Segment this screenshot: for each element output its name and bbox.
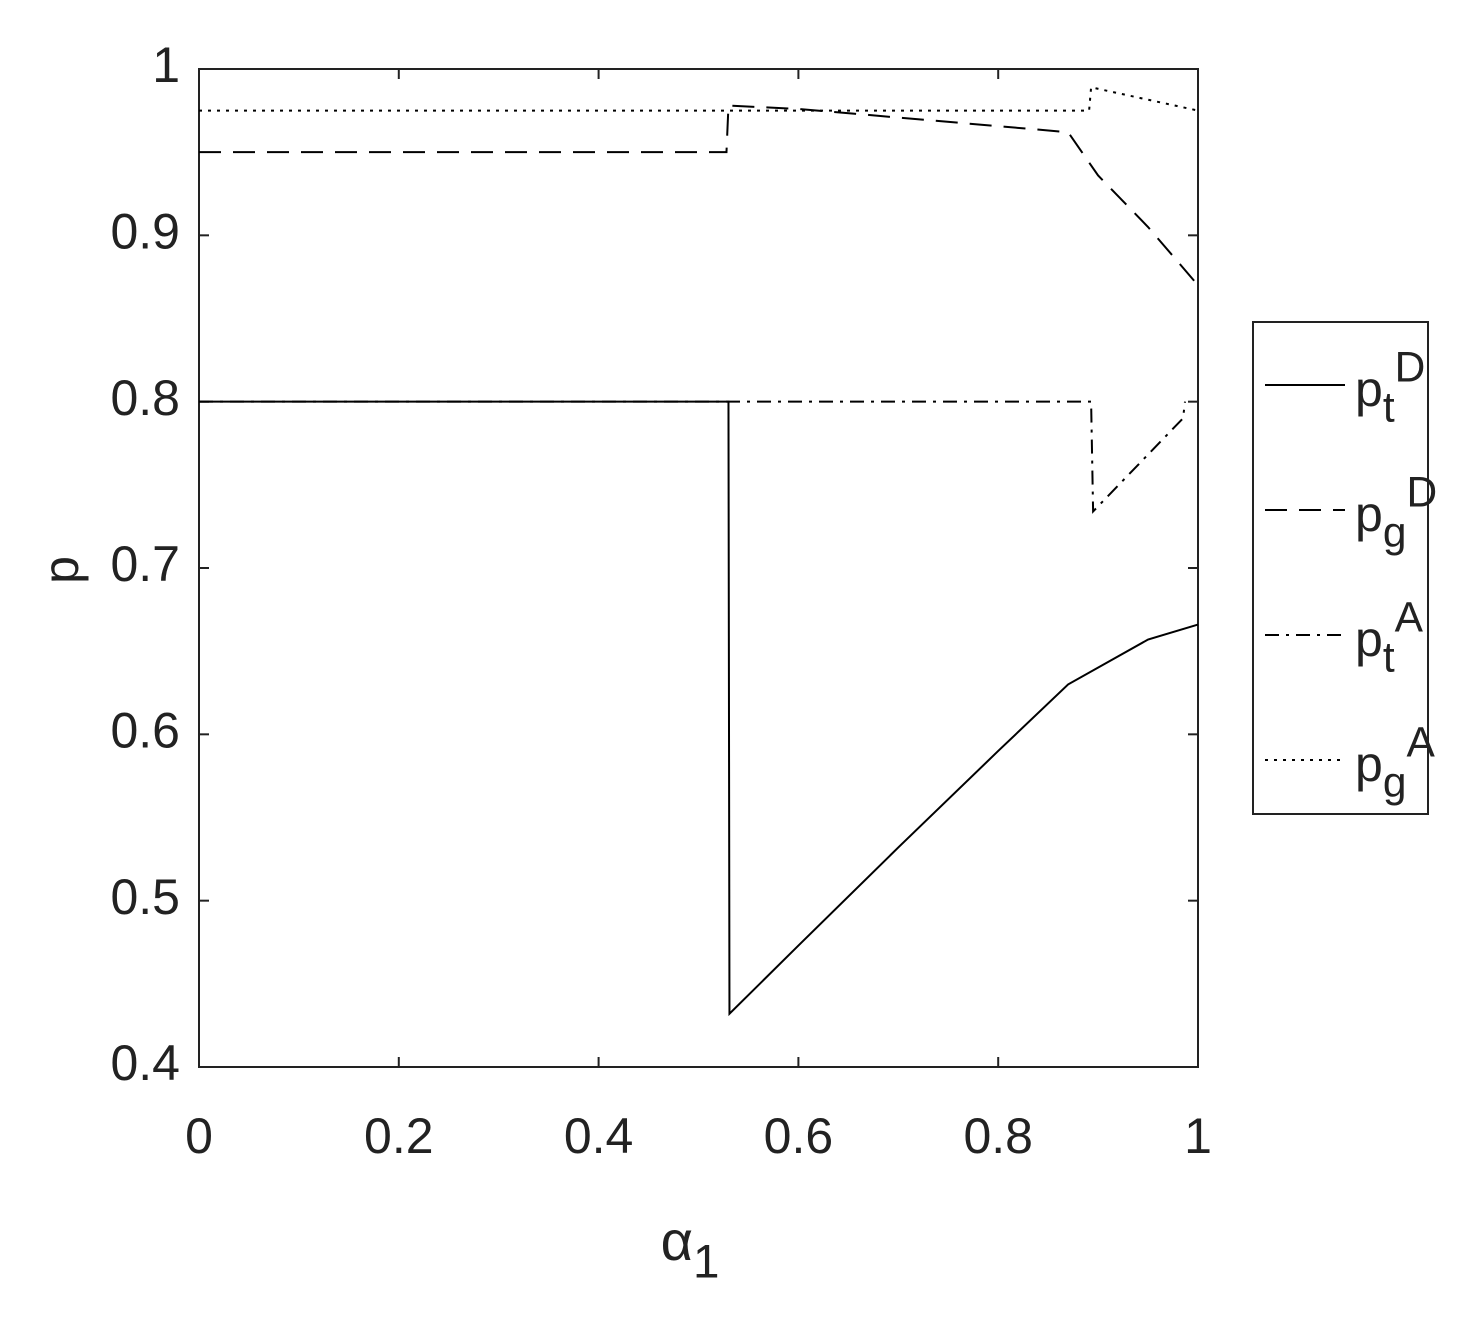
legend-label: pgD (1355, 470, 1437, 557)
y-axis-label: p (33, 556, 89, 584)
series-line (199, 104, 1199, 286)
legend (1252, 321, 1429, 815)
x-tick-label: 1 (1184, 1108, 1212, 1164)
plot-frame (198, 68, 1199, 1068)
legend-label: ptD (1355, 345, 1425, 432)
y-tick-label: 0.4 (110, 1035, 180, 1091)
legend-label: ptA (1355, 595, 1424, 682)
x-tick-label: 0.4 (564, 1108, 634, 1164)
x-tick-label: 0.2 (364, 1108, 434, 1164)
series-line (199, 400, 1199, 1017)
y-tick-label: 0.7 (110, 536, 180, 592)
series-line (199, 86, 1199, 112)
y-tick-label: 0.8 (110, 370, 180, 426)
x-tick-label: 0.6 (764, 1108, 834, 1164)
x-tick-label: 0 (185, 1108, 213, 1164)
y-tick-label: 0.6 (110, 703, 180, 759)
x-tick-label: 0.8 (963, 1108, 1033, 1164)
y-tick-label: 0.5 (110, 869, 180, 925)
x-axis-label: α1 (661, 1209, 720, 1288)
series-line (199, 400, 1187, 514)
y-tick-label: 0.9 (110, 204, 180, 260)
legend-label: pgA (1355, 720, 1435, 807)
y-tick-label: 1 (152, 37, 180, 93)
